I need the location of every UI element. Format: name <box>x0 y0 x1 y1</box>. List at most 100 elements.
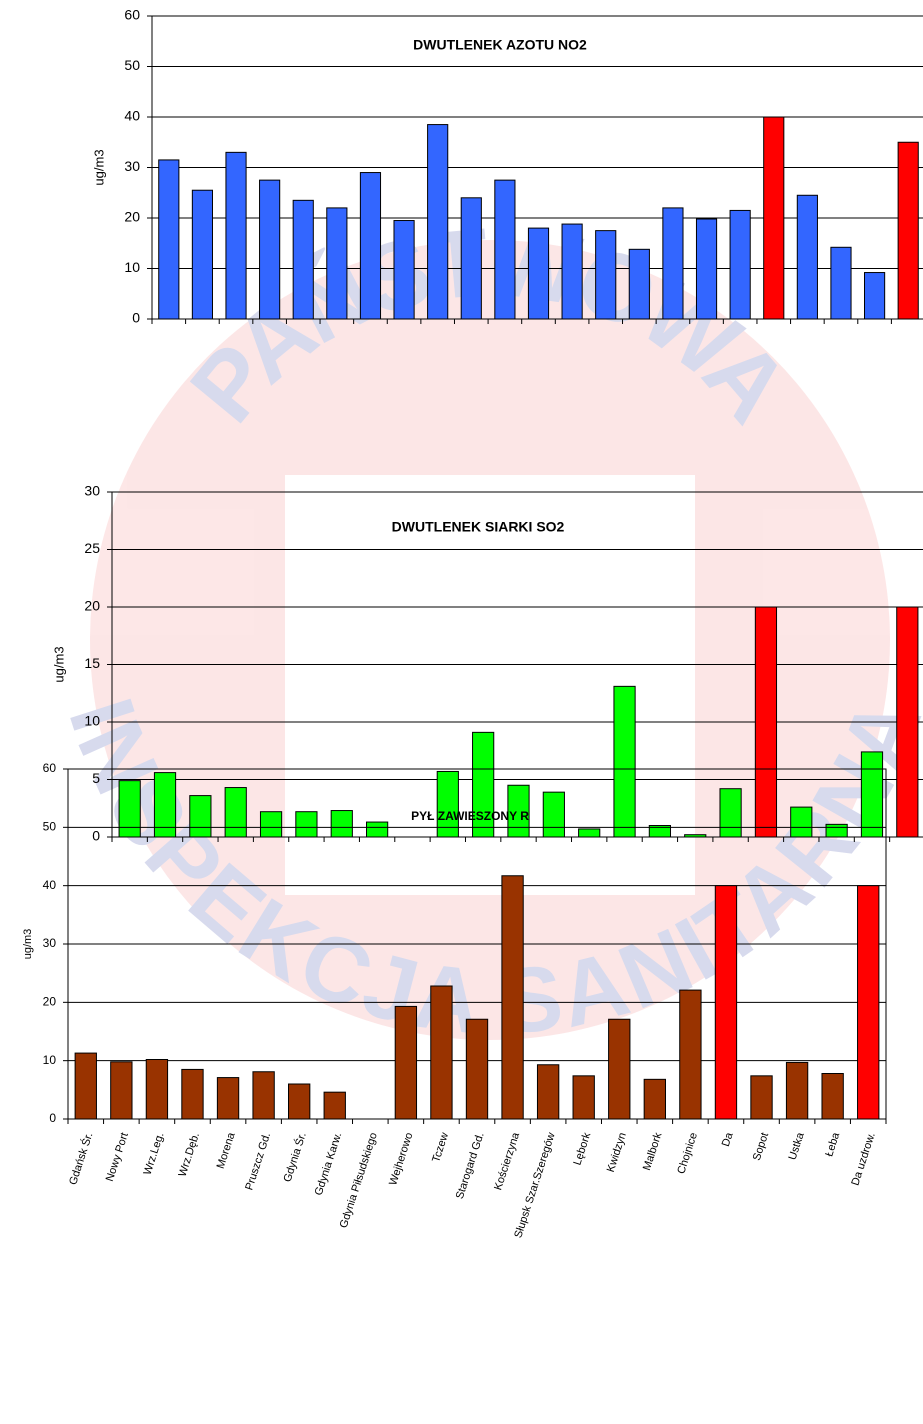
bar <box>330 810 353 838</box>
bar <box>790 806 813 838</box>
x-tick-label: Lębork <box>572 1131 594 1167</box>
y-axis-label: ug/m3 <box>22 929 34 960</box>
bar <box>763 116 785 320</box>
bar <box>145 1059 169 1120</box>
bar-chart: 0 10 20 30 40 50 60 DWUTLENEK AZOTU NO2 ug/m3 <box>91 7 923 326</box>
y-axis-label: ug/m3 <box>51 646 66 682</box>
bar <box>118 780 141 838</box>
y-tick-label: 20 <box>43 995 57 1009</box>
bar <box>536 1064 560 1120</box>
bar <box>292 199 314 320</box>
bar <box>259 811 283 838</box>
bar <box>295 811 318 838</box>
x-tick-label: Gdynia Piłsudskiego <box>338 1131 380 1230</box>
bar <box>750 1075 773 1120</box>
bar <box>857 885 880 1120</box>
x-tick-label: Malbork <box>641 1131 665 1172</box>
bar <box>825 823 848 838</box>
bar <box>427 124 449 320</box>
x-tick-label: Gdynia Śr. <box>281 1131 309 1184</box>
y-tick-label: 50 <box>43 820 57 834</box>
x-tick-label: Nowy Port <box>104 1131 131 1183</box>
bar <box>507 784 530 838</box>
x-tick-label: Tczew <box>430 1131 451 1164</box>
x-tick-label: Kościerzyna <box>492 1130 522 1192</box>
bar <box>896 606 919 838</box>
bar <box>465 1018 489 1120</box>
bar <box>252 1071 275 1120</box>
bar <box>662 207 684 320</box>
chart-title: PYŁ ZAWIESZONY R <box>411 809 529 823</box>
bar <box>259 179 281 320</box>
bar <box>225 151 247 320</box>
bar <box>719 788 742 838</box>
bar <box>613 685 636 838</box>
bar <box>288 1083 311 1120</box>
bar <box>572 1075 595 1120</box>
x-tick-label: Kwidzyn <box>605 1131 629 1174</box>
y-tick-label: 30 <box>43 936 57 950</box>
x-tick-label: Da <box>720 1130 736 1148</box>
bar <box>595 230 617 320</box>
bar <box>216 1077 240 1120</box>
bar <box>796 194 818 320</box>
bar <box>430 985 453 1120</box>
bar <box>181 1068 204 1120</box>
x-tick-label: Starogard Gd. <box>454 1131 487 1200</box>
bar <box>608 1018 631 1120</box>
bar <box>110 1061 133 1120</box>
bar <box>643 1078 666 1120</box>
x-tick-label: Pruszcz Gd. <box>243 1131 273 1192</box>
bar <box>542 791 565 838</box>
bar <box>323 1091 346 1120</box>
y-tick-label: 20 <box>84 598 100 614</box>
y-tick-label: 10 <box>124 259 140 275</box>
bar <box>501 875 524 1120</box>
y-tick-label: 0 <box>49 1111 56 1125</box>
x-tick-label: Da uzdrow. <box>849 1131 877 1187</box>
x-tick-label: Wejherowo <box>387 1131 415 1187</box>
x-tick-label: Chojnice <box>675 1131 700 1175</box>
bar <box>472 731 495 838</box>
y-tick-label: 0 <box>132 310 140 326</box>
x-tick-label: Łeba <box>823 1130 842 1158</box>
y-tick-label: 30 <box>124 158 140 174</box>
y-tick-label: 10 <box>84 713 100 729</box>
bar <box>393 220 415 320</box>
x-tick-label: Gdańsk Śr. <box>66 1131 95 1187</box>
bar <box>191 189 213 320</box>
bar <box>821 1073 844 1120</box>
bar <box>578 828 601 838</box>
bar <box>648 825 671 838</box>
bar <box>729 209 751 320</box>
bar <box>153 772 177 838</box>
bar <box>189 795 212 838</box>
y-tick-label: 30 <box>84 483 100 499</box>
bar <box>224 787 247 838</box>
x-tick-label: Morena <box>215 1130 238 1170</box>
bar <box>897 141 919 320</box>
y-tick-label: 60 <box>124 7 140 23</box>
bar <box>785 1061 809 1120</box>
bar <box>74 1052 97 1120</box>
bar <box>864 272 886 320</box>
x-tick-label: Wrz.Leg. <box>142 1131 167 1176</box>
y-tick-label: 5 <box>92 770 100 786</box>
bar <box>436 770 459 838</box>
x-tick-label: Sopot <box>751 1131 771 1162</box>
watermark: PAŃSTWOWA INSPEKCJA SANITARNA <box>49 207 923 1054</box>
y-tick-label: 25 <box>84 540 100 556</box>
bar <box>326 207 348 320</box>
y-tick-label: 20 <box>124 209 140 225</box>
y-tick-label: 40 <box>43 878 57 892</box>
bar <box>394 1005 418 1120</box>
bar <box>561 223 583 320</box>
bar <box>359 172 382 320</box>
x-tick-label: Słupsk Szar.Szeregów <box>512 1131 557 1239</box>
y-tick-label: 50 <box>124 57 140 73</box>
x-tick-label: Gdynia Karw. <box>313 1131 345 1197</box>
y-tick-label: 15 <box>84 655 100 671</box>
y-tick-label: 40 <box>124 108 140 124</box>
